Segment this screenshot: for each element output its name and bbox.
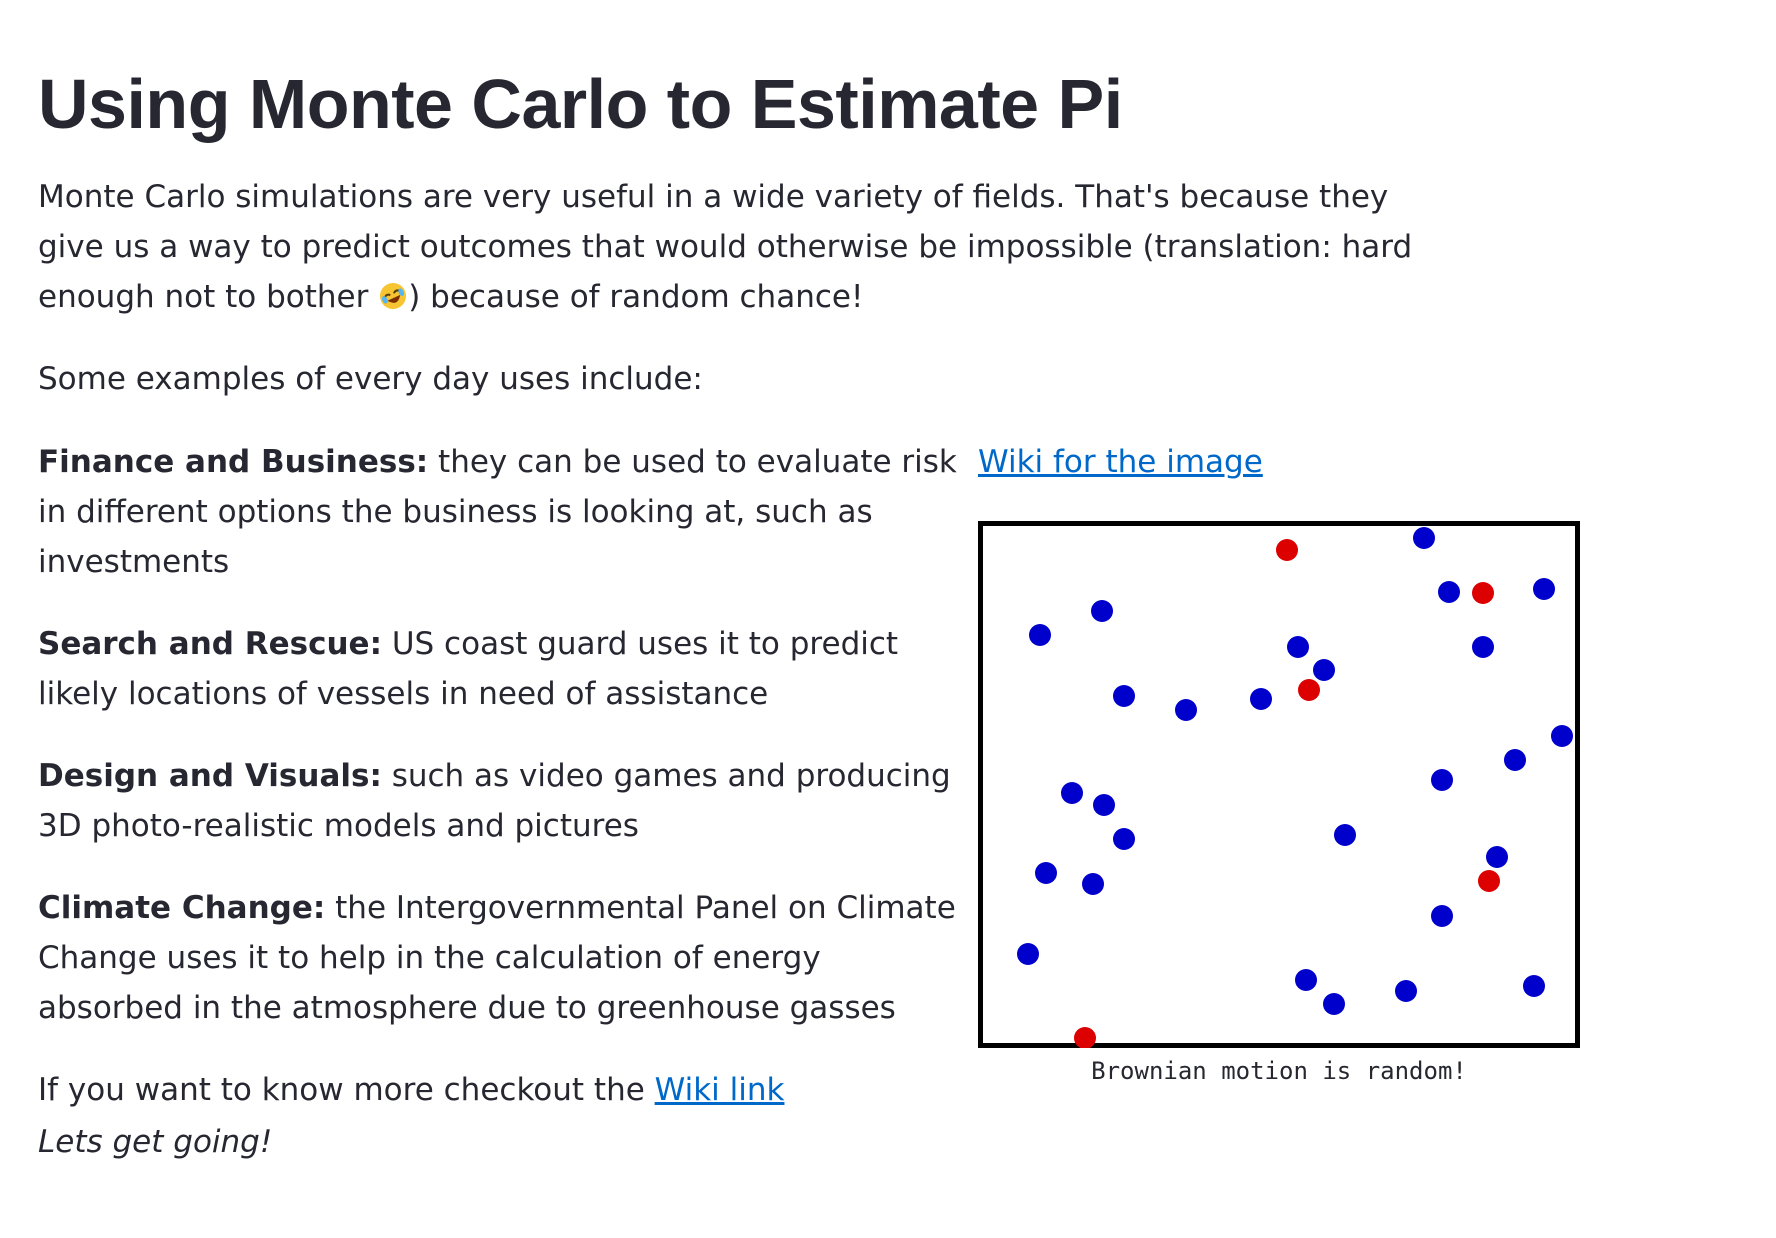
more-info-text: If you want to know more checkout the <box>38 1072 655 1108</box>
blue-particle <box>1486 846 1508 868</box>
rolling-on-floor-laughing-emoji-icon <box>378 276 408 309</box>
red-particle <box>1472 582 1494 604</box>
example-finance: Finance and Business: they can be used t… <box>38 437 968 587</box>
blue-particle <box>1334 824 1356 846</box>
page-title: Using Monte Carlo to Estimate Pi <box>38 65 1123 143</box>
blue-particle <box>1395 980 1417 1002</box>
example-text: they can be used to evaluate risk in dif… <box>38 444 957 580</box>
intro-text-start: Monte Carlo simulations are very useful … <box>38 179 1413 315</box>
blue-particle <box>1551 725 1573 747</box>
blue-particle <box>1029 624 1051 646</box>
example-heading: Climate Change: <box>38 890 326 926</box>
wiki-link[interactable]: Wiki link <box>654 1072 785 1108</box>
blue-particle <box>1313 659 1335 681</box>
intro-paragraph: Monte Carlo simulations are very useful … <box>38 172 1448 322</box>
blue-particle <box>1061 782 1083 804</box>
blue-particle <box>1295 969 1317 991</box>
example-text: the Intergovernmental Panel on Climate C… <box>38 890 956 1026</box>
blue-particle <box>1113 828 1135 850</box>
blue-particle <box>1438 581 1460 603</box>
blue-particle <box>1472 636 1494 658</box>
blue-particle <box>1431 905 1453 927</box>
example-text: such as video games and producing 3D pho… <box>38 758 951 844</box>
example-heading: Design and Visuals: <box>38 758 382 794</box>
blue-particle <box>1113 685 1135 707</box>
blue-particle <box>1250 688 1272 710</box>
red-particle <box>1298 679 1320 701</box>
example-climate: Climate Change: the Intergovernmental Pa… <box>38 883 968 1033</box>
intro-text-end: ) because of random chance! <box>408 279 864 315</box>
blue-particle <box>1431 769 1453 791</box>
red-particle <box>1478 870 1500 892</box>
examples-lead: Some examples of every day uses include: <box>38 361 703 397</box>
brownian-motion-image <box>978 521 1580 1048</box>
blue-particle <box>1523 975 1545 997</box>
blue-particle <box>1287 636 1309 658</box>
blue-particle <box>1093 794 1115 816</box>
blue-particle <box>1533 578 1555 600</box>
example-heading: Finance and Business: <box>38 444 429 480</box>
blue-particle <box>1082 873 1104 895</box>
figure-panel: Wiki for the image Brownian motion is ra… <box>978 437 1618 1085</box>
blue-particle <box>1413 527 1435 549</box>
blue-particle <box>1035 862 1057 884</box>
blue-particle <box>1175 699 1197 721</box>
blue-particle <box>1323 993 1345 1015</box>
red-particle <box>1276 539 1298 561</box>
example-text: US coast guard uses it to predict likely… <box>38 626 899 712</box>
blue-particle <box>1504 749 1526 771</box>
image-caption: Brownian motion is random! <box>1091 1057 1467 1085</box>
example-search-rescue: Search and Rescue: US coast guard uses i… <box>38 619 968 719</box>
example-heading: Search and Rescue: <box>38 626 382 662</box>
image-frame <box>978 521 1580 1048</box>
examples-list: Finance and Business: they can be used t… <box>38 437 968 1147</box>
more-info: If you want to know more checkout the Wi… <box>38 1065 968 1115</box>
wiki-image-link[interactable]: Wiki for the image <box>978 444 1263 480</box>
example-design: Design and Visuals: such as video games … <box>38 751 968 851</box>
red-particle <box>1074 1027 1096 1048</box>
outro-text: Lets get going! <box>38 1124 273 1160</box>
blue-particle <box>1091 600 1113 622</box>
brownian-motion-illustration <box>978 521 1580 1048</box>
blue-particle <box>1017 943 1039 965</box>
